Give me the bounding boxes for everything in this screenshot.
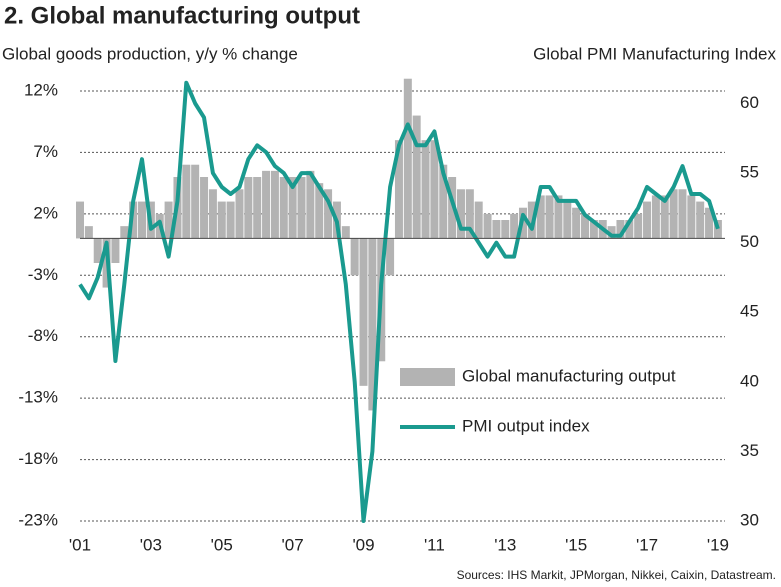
bar xyxy=(315,183,324,239)
bar xyxy=(270,170,279,239)
bar xyxy=(607,226,616,239)
bar xyxy=(643,201,652,239)
y-tick-label: 2% xyxy=(33,203,58,222)
bar xyxy=(492,220,501,239)
bar xyxy=(217,201,226,239)
bar xyxy=(253,177,262,239)
bar xyxy=(687,195,696,239)
bar xyxy=(439,164,448,239)
legend-label: Global manufacturing output xyxy=(462,366,676,385)
x-tick-label: '09 xyxy=(352,535,374,554)
y2-tick-label: 60 xyxy=(740,93,759,112)
bar xyxy=(572,207,581,239)
bar xyxy=(297,177,306,239)
bar xyxy=(483,213,492,239)
bar xyxy=(262,170,271,239)
line xyxy=(78,80,720,523)
chart-title: 2. Global manufacturing output xyxy=(4,2,360,29)
bar xyxy=(563,201,572,239)
y-axis-label: Global goods production, y/y % change xyxy=(2,44,298,63)
y2-tick-label: 45 xyxy=(740,302,759,321)
bar xyxy=(616,220,625,239)
bar xyxy=(244,177,253,239)
bar xyxy=(536,195,545,239)
x-tick-label: '01 xyxy=(69,535,91,554)
y-tick-label: 7% xyxy=(33,142,58,161)
bar xyxy=(456,189,465,239)
bar xyxy=(226,201,235,239)
bar xyxy=(421,140,430,239)
bar xyxy=(581,213,590,239)
x-tick-label: '03 xyxy=(140,535,162,554)
y2-tick-label: 30 xyxy=(740,510,759,529)
y2-axis-label: Global PMI Manufacturing Index xyxy=(533,44,776,63)
x-tick-label: '11 xyxy=(424,535,445,554)
source-note: Sources: IHS Markit, JPMorgan, Nikkei, C… xyxy=(457,568,776,582)
y2-tick-label: 35 xyxy=(740,441,759,460)
x-tick-label: '05 xyxy=(211,535,233,554)
bar xyxy=(120,226,129,239)
bar xyxy=(713,220,722,239)
bar xyxy=(625,220,634,239)
bar xyxy=(696,201,705,239)
y-tick-label: -3% xyxy=(28,265,58,284)
bar xyxy=(705,207,714,239)
bar xyxy=(430,140,439,239)
bar xyxy=(589,220,598,239)
bar xyxy=(111,238,120,263)
y2-tick-label: 40 xyxy=(740,371,759,390)
bar xyxy=(76,201,84,239)
y-tick-label: -8% xyxy=(28,326,58,345)
bar xyxy=(412,115,421,239)
bar xyxy=(448,177,457,239)
bar xyxy=(554,195,563,239)
y2-tick-label: 50 xyxy=(740,232,759,251)
bar xyxy=(288,177,297,239)
bar xyxy=(386,238,395,276)
bar xyxy=(182,164,191,239)
bar xyxy=(200,177,209,239)
bar xyxy=(510,213,519,239)
bar xyxy=(465,189,474,239)
bar xyxy=(394,140,403,239)
y-tick-label: -23% xyxy=(18,510,58,529)
bar xyxy=(403,78,412,239)
bar xyxy=(93,238,102,263)
bar xyxy=(138,201,147,239)
y-tick-label: -13% xyxy=(18,388,58,407)
bar xyxy=(208,189,217,239)
bar xyxy=(350,238,359,276)
bar xyxy=(651,195,660,239)
x-tick-label: '17 xyxy=(636,535,658,554)
x-tick-label: '07 xyxy=(282,535,304,554)
bar xyxy=(501,220,510,239)
x-tick-label: '13 xyxy=(494,535,516,554)
bar xyxy=(634,213,643,239)
y2-tick-label: 55 xyxy=(740,163,759,182)
bar xyxy=(341,226,350,239)
bar xyxy=(474,201,483,239)
bar xyxy=(359,238,368,386)
bar xyxy=(84,226,93,239)
bar xyxy=(191,164,200,239)
bar xyxy=(306,170,315,239)
bar xyxy=(164,201,173,239)
bar xyxy=(669,189,678,239)
bar xyxy=(235,189,244,239)
bar xyxy=(545,195,554,239)
legend-swatch xyxy=(400,368,455,386)
bar xyxy=(660,195,669,239)
legend-label: PMI output index xyxy=(462,416,590,435)
x-tick-label: '19 xyxy=(707,535,729,554)
bar xyxy=(368,238,377,411)
x-tick-label: '15 xyxy=(565,535,587,554)
y-tick-label: 12% xyxy=(24,80,58,99)
bar xyxy=(678,189,687,239)
bar xyxy=(279,177,288,239)
y-tick-label: -18% xyxy=(18,449,58,468)
bar xyxy=(324,189,333,239)
